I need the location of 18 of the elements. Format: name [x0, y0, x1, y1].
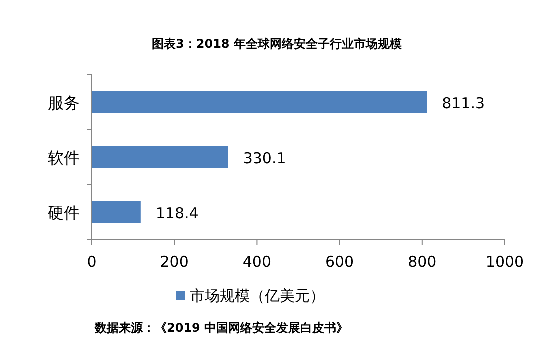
data-label: 330.1	[243, 150, 286, 168]
legend-label: 市场规模（亿美元）	[190, 287, 325, 305]
y-tick-label: 软件	[48, 148, 80, 168]
bar	[92, 202, 141, 224]
chart-title: 图表3：2018 年全球网络安全子行业市场规模	[152, 37, 402, 51]
data-label: 811.3	[442, 94, 486, 112]
x-tick-label: 600	[325, 253, 354, 271]
bar	[92, 92, 428, 114]
y-tick-label: 服务	[48, 94, 80, 112]
x-tick-label: 400	[242, 253, 272, 271]
data-label: 118.4	[156, 204, 199, 222]
source-note: 数据来源：《2019 中国网络安全发展白皮书》	[94, 321, 349, 335]
y-tick-label: 硬件	[48, 204, 80, 222]
x-tick-label: 200	[160, 253, 189, 271]
x-tick-label: 1000	[486, 253, 524, 271]
x-tick-label: 0	[87, 253, 97, 271]
bar	[92, 146, 228, 168]
x-tick-label: 800	[408, 253, 437, 271]
